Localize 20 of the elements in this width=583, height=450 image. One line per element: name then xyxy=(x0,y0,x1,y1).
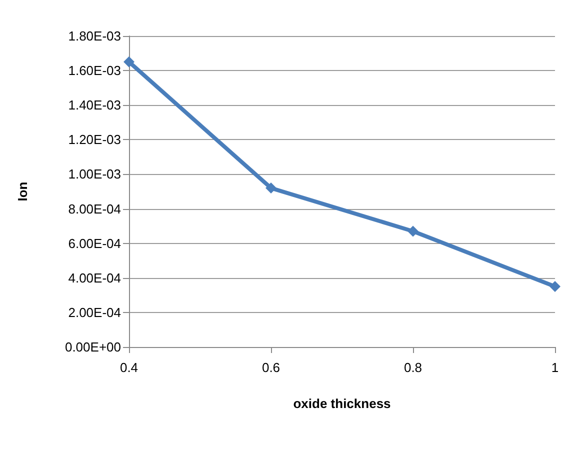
y-tick-label: 1.00E-03 xyxy=(68,166,121,182)
x-tick-label: 0.6 xyxy=(262,360,280,375)
point xyxy=(266,182,276,194)
y-tick-label: 2.00E-04 xyxy=(68,304,121,320)
x-tick-label: 0.8 xyxy=(404,360,422,375)
x-axis-title: oxide thickness xyxy=(293,396,391,411)
y-axis-title: Ion xyxy=(15,182,30,202)
point xyxy=(408,226,418,237)
x-tick-label: 0.4 xyxy=(120,360,138,375)
point xyxy=(124,56,134,68)
y-tick-label: 0.00E+00 xyxy=(64,340,121,354)
y-tick-label: 1.20E-03 xyxy=(68,132,121,148)
y-tick-label: 1.60E-03 xyxy=(68,63,121,78)
y-tick-label: 1.80E-03 xyxy=(68,28,121,44)
y-tick-label: 8.00E-04 xyxy=(68,201,121,216)
y-tick-label: 4.00E-04 xyxy=(68,270,121,286)
point xyxy=(550,281,560,292)
y-tick-label: 6.00E-04 xyxy=(68,236,121,251)
y-tick-label: 1.40E-03 xyxy=(68,98,121,113)
x-tick-label: 1 xyxy=(551,360,559,375)
